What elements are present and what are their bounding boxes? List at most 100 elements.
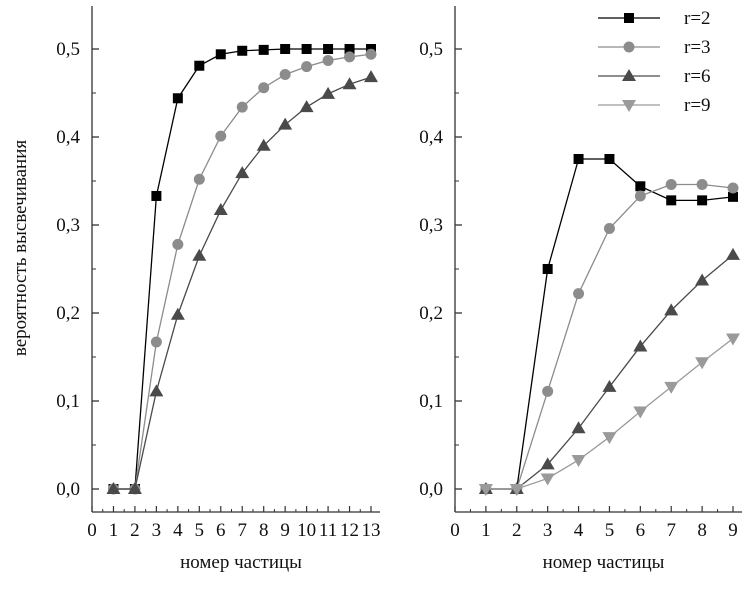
data-point: [665, 179, 677, 191]
data-point: [540, 473, 555, 486]
legend-label: r=9: [684, 95, 711, 116]
y-tick-label: 0,2: [56, 303, 80, 324]
x-tick-label: 0: [87, 520, 97, 541]
y-tick-label: 0,5: [56, 39, 80, 60]
x-tick-label: 2: [130, 520, 140, 541]
data-point: [215, 49, 226, 60]
data-point: [633, 339, 648, 352]
y-tick-label: 0,3: [419, 215, 443, 236]
right-panel: 0,0 0,1 0,2 0,3 0,4 0,5 0 1 2 3 4 5 6 7 8 9 номер частиц…: [419, 6, 742, 573]
data-point: [258, 44, 269, 55]
legend-marker: [624, 13, 634, 23]
y-axis-title: вероятность высвечивания: [10, 140, 31, 356]
data-point: [127, 482, 142, 494]
data-point: [192, 248, 207, 261]
data-point: [301, 61, 313, 73]
data-point: [150, 336, 162, 348]
x-tick-label: 6: [216, 520, 226, 541]
data-point: [633, 406, 648, 419]
data-point: [194, 60, 205, 71]
x-tick-label: 11: [319, 520, 337, 541]
series-line: [113, 76, 372, 490]
data-point: [602, 379, 617, 392]
data-point: [726, 333, 740, 346]
data-point: [279, 69, 291, 81]
data-point: [323, 44, 334, 54]
data-point: [213, 203, 228, 216]
data-point: [696, 179, 708, 191]
data-point: [726, 247, 740, 260]
data-point: [664, 303, 679, 316]
data-point: [697, 195, 708, 206]
series-line: [113, 53, 372, 490]
y-tick-label: 0,0: [56, 479, 80, 500]
data-point: [149, 384, 164, 397]
x-axis-title: номер частицы: [543, 552, 665, 573]
data-point: [278, 117, 293, 130]
data-point: [301, 44, 312, 54]
x-tick-label: 9: [728, 520, 738, 541]
data-point: [571, 454, 586, 467]
legend-marker: [623, 41, 635, 53]
data-point: [604, 154, 615, 164]
data-point: [602, 432, 617, 445]
legend-label: r=2: [684, 8, 711, 29]
data-point: [634, 190, 646, 202]
legend-item-r-3: r=3: [598, 37, 711, 58]
series-r-9: [478, 333, 740, 496]
data-point: [344, 44, 355, 54]
x-tick-label: 10: [297, 520, 316, 541]
data-point: [256, 138, 271, 151]
x-tick-label: 3: [152, 520, 162, 541]
data-point: [235, 166, 250, 179]
y-tick-label: 0,4: [419, 127, 443, 148]
data-point: [322, 54, 334, 66]
data-point: [540, 457, 555, 470]
x-tick-label: 3: [543, 520, 553, 541]
x-tick-label: 8: [697, 520, 707, 541]
data-point: [237, 45, 248, 56]
data-point: [666, 195, 677, 206]
series-line: [113, 48, 371, 490]
data-point: [664, 381, 679, 394]
data-point: [364, 70, 378, 83]
x-tick-label: 13: [362, 520, 381, 541]
x-tick-label: 5: [195, 520, 205, 541]
series-line: [485, 338, 734, 490]
legend-item-r-6: r=6: [598, 66, 711, 87]
data-point: [603, 223, 615, 235]
legend-marker: [622, 100, 636, 112]
data-point: [258, 82, 270, 94]
legend-item-r-9: r=9: [598, 95, 711, 116]
x-tick-label: 7: [237, 520, 247, 541]
data-point: [635, 181, 646, 192]
data-point: [695, 273, 710, 286]
data-point: [215, 130, 227, 142]
x-tick-label: 12: [340, 520, 359, 541]
data-point: [280, 44, 291, 54]
x-axis-title: номер частицы: [180, 552, 302, 573]
legend-label: r=6: [684, 66, 711, 87]
y-tick-label: 0,0: [419, 479, 443, 500]
series-r-3: [107, 48, 377, 495]
y-tick-label: 0,4: [56, 127, 80, 148]
data-point: [172, 93, 183, 104]
data-point: [571, 421, 586, 434]
data-point: [478, 484, 493, 496]
data-point: [342, 77, 357, 90]
data-point: [236, 101, 248, 113]
series-line: [485, 254, 734, 490]
data-point: [542, 385, 554, 397]
x-tick-label: 7: [666, 520, 676, 541]
data-point: [193, 173, 205, 185]
x-tick-label: 5: [605, 520, 615, 541]
y-tick-label: 0,1: [56, 391, 80, 412]
data-point: [299, 100, 314, 113]
x-tick-label: 4: [173, 520, 183, 541]
legend: r=2 r=3 r=6 r=9: [598, 8, 711, 116]
data-point: [151, 190, 162, 201]
data-point: [695, 357, 710, 370]
data-point: [106, 482, 121, 494]
